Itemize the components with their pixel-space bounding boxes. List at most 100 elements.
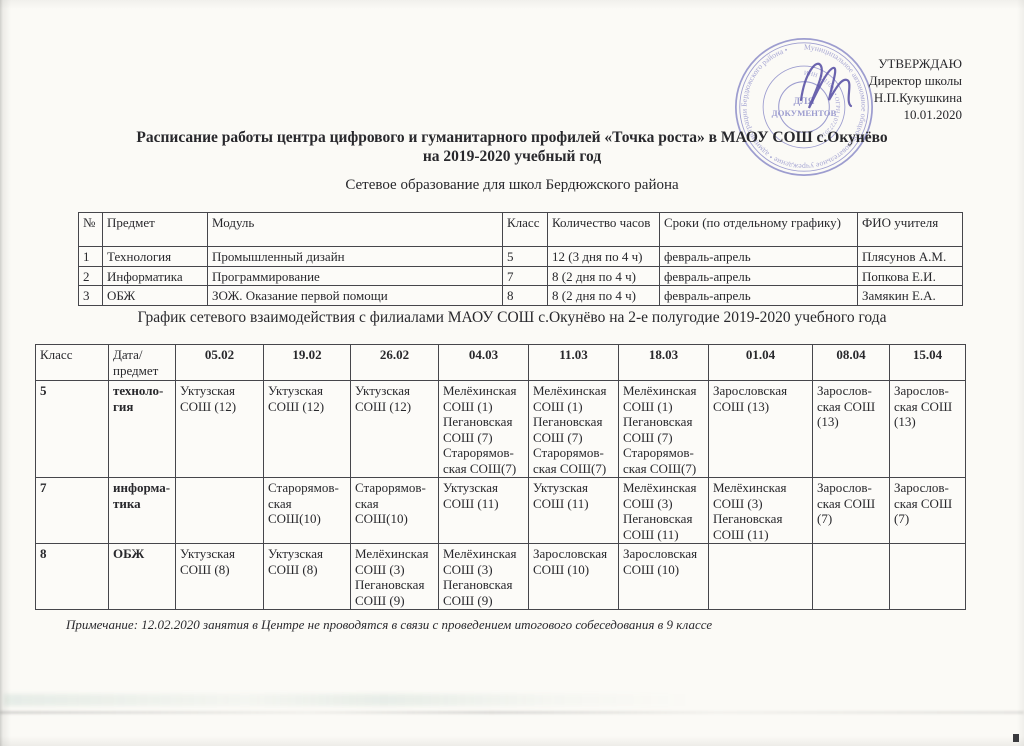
schedule-column-header: Предмет bbox=[102, 212, 208, 247]
schedule-column-header: Класс bbox=[502, 212, 548, 247]
grid-class-cell: 8 bbox=[35, 543, 109, 610]
approval-line: УТВЕРЖДАЮ bbox=[878, 56, 962, 71]
schedule-cell: февраль-апрель bbox=[659, 265, 858, 286]
grid-subject-cell: техноло-гия bbox=[108, 380, 176, 478]
schedule-cell: 3 bbox=[78, 285, 103, 306]
grid-column-header: 19.02 bbox=[263, 344, 351, 381]
grid-column-header: 15.04 bbox=[889, 344, 966, 381]
grid-subject-cell: ОБЖ bbox=[108, 543, 176, 610]
scan-corner-speck bbox=[1013, 734, 1019, 742]
schedule-column-header: Модуль bbox=[207, 212, 503, 247]
document-title-line2: на 2019-2020 учебный год bbox=[422, 148, 602, 165]
grid-cell bbox=[812, 543, 890, 610]
grid-column-header: 05.02 bbox=[175, 344, 264, 381]
grid-class-cell: 5 bbox=[35, 380, 109, 478]
grid-cell: Уктузская СОШ (11) bbox=[528, 477, 619, 544]
footnote: Примечание: 12.02.2020 занятия в Центре … bbox=[66, 617, 713, 632]
grid-subject-cell: информа-тика bbox=[108, 477, 176, 544]
schedule-table-header: № Предмет Модуль Класс Количество часов Сроки… bbox=[78, 212, 963, 247]
grid-column-header: Дата/ предмет bbox=[108, 344, 176, 381]
schedule-cell: февраль-апрель bbox=[659, 285, 858, 306]
grid-column-header: 18.03 bbox=[618, 344, 709, 381]
schedule-cell: ОБЖ bbox=[102, 285, 208, 306]
grid-column-header: 01.04 bbox=[708, 344, 813, 381]
grid-column-header: 04.03 bbox=[438, 344, 529, 381]
schedule-cell: Программирование bbox=[207, 265, 503, 286]
schedule-column-header: Сроки (по отдельному графику) bbox=[659, 212, 858, 247]
grid-cell: Уктузская СОШ (11) bbox=[438, 477, 529, 544]
schedule-column-header: ФИО учителя bbox=[857, 212, 963, 247]
schedule-table: № Предмет Модуль Класс Количество часов Сроки… bbox=[78, 212, 963, 306]
schedule-column-header: № bbox=[78, 212, 103, 247]
stamp-center-line1: ДЛЯ bbox=[794, 96, 815, 107]
grid-cell: Зарословская СОШ (13) bbox=[708, 380, 813, 478]
schedule-cell: 12 (3 дня по 4 ч) bbox=[547, 246, 660, 267]
grid-column-header: 08.04 bbox=[812, 344, 890, 381]
grid-cell bbox=[175, 477, 264, 544]
grid-cell: Мелёхинская СОШ (1) Пегановская СОШ (7) … bbox=[618, 380, 709, 478]
schedule-cell: 5 bbox=[502, 246, 548, 267]
schedule-cell: 8 (2 дня по 4 ч) bbox=[547, 285, 660, 306]
grid-table-row: 8 ОБЖ Уктузская СОШ (8) Уктузская СОШ (8) Ме… bbox=[35, 543, 966, 610]
grid-cell: Мелёхинская СОШ (3) Пегановская СОШ (9) bbox=[350, 543, 439, 610]
document-subtitle: Сетевое образование для школ Бердюжского… bbox=[345, 177, 679, 193]
schedule-cell: 2 bbox=[78, 265, 103, 286]
grid-cell: Мелёхинская СОШ (3) Пегановская СОШ (11) bbox=[618, 477, 709, 544]
network-grid-table: Класс Дата/ предмет 05.02 19.02 26.02 04.03 11… bbox=[35, 344, 966, 610]
grid-cell: Мелёхинская СОШ (1) Пегановская СОШ (7) … bbox=[438, 380, 529, 478]
schedule-column-header: Количество часов bbox=[547, 212, 660, 247]
grid-cell: Старорямов-ская СОШ(10) bbox=[350, 477, 439, 544]
grid-cell bbox=[889, 543, 966, 610]
schedule-cell: Замякин Е.А. bbox=[857, 285, 963, 306]
grid-cell: Старорямов-ская СОШ(10) bbox=[263, 477, 351, 544]
grid-cell: Уктузская СОШ (12) bbox=[350, 380, 439, 478]
schedule-cell: Плясунов А.М. bbox=[857, 246, 963, 267]
document-title: Расписание работы центра цифрового и гум… bbox=[0, 128, 1024, 166]
stamp-center-line2: ДОКУМЕНТОВ bbox=[772, 108, 837, 118]
grid-column-header: Класс bbox=[35, 344, 109, 381]
schedule-cell: 8 (2 дня по 4 ч) bbox=[547, 265, 660, 286]
schedule-cell: Промышленный дизайн bbox=[207, 246, 503, 267]
grid-cell: Мелёхинская СОШ (1) Пегановская СОШ (7) … bbox=[528, 380, 619, 478]
grid-cell: Зарослов-ская СОШ (7) bbox=[812, 477, 890, 544]
approval-line: 10.01.2020 bbox=[903, 107, 963, 122]
grid-cell: Уктузская СОШ (12) bbox=[175, 380, 264, 478]
document-title-line1: Расписание работы центра цифрового и гум… bbox=[136, 129, 888, 146]
grid-table-row: 7 информа-тика Старорямов-ская СОШ(10) Стар… bbox=[35, 477, 966, 544]
grid-cell: Зарослов-ская СОШ (13) bbox=[812, 380, 890, 478]
approval-line: Директор школы bbox=[868, 73, 962, 88]
approval-block: УТВЕРЖДАЮ Директор школы Н.П.Кукушкина 1… bbox=[869, 55, 962, 123]
grid-cell: Зарослов-ская СОШ (7) bbox=[889, 477, 966, 544]
grid-title: График сетевого взаимодействия с филиала… bbox=[137, 309, 887, 326]
schedule-cell: ЗОЖ. Оказание первой помощи bbox=[207, 285, 503, 306]
scan-crease-line bbox=[0, 711, 1024, 714]
approval-line: Н.П.Кукушкина bbox=[873, 90, 962, 105]
grid-cell: Уктузская СОШ (12) bbox=[263, 380, 351, 478]
schedule-cell: Технология bbox=[102, 246, 208, 267]
schedule-cell: Информатика bbox=[102, 265, 208, 286]
grid-cell: Уктузская СОШ (8) bbox=[263, 543, 351, 610]
schedule-table-row: 1 Технология Промышленный дизайн 5 12 (3 дня… bbox=[78, 246, 963, 267]
grid-table-row: 5 техноло-гия Уктузская СОШ (12) Уктузская … bbox=[35, 380, 966, 478]
schedule-cell: 7 bbox=[502, 265, 548, 286]
grid-cell: Уктузская СОШ (8) bbox=[175, 543, 264, 610]
scan-bleedthrough-artifact bbox=[4, 694, 694, 706]
grid-cell: Мелёхинская СОШ (3) Пегановская СОШ (11) bbox=[708, 477, 813, 544]
schedule-table-row: 3 ОБЖ ЗОЖ. Оказание первой помощи 8 8 (2 дня… bbox=[78, 285, 963, 306]
schedule-table-row: 2 Информатика Программирование 7 8 (2 дня по… bbox=[78, 265, 963, 286]
school-stamp-icon: Муниципальное автономное общеобразовател… bbox=[734, 37, 874, 177]
grid-cell: Зарослов-ская СОШ (13) bbox=[889, 380, 966, 478]
schedule-cell: 1 bbox=[78, 246, 103, 267]
grid-column-header: 11.03 bbox=[528, 344, 619, 381]
schedule-cell: февраль-апрель bbox=[659, 246, 858, 267]
schedule-cell: 8 bbox=[502, 285, 548, 306]
director-signature-icon bbox=[799, 62, 853, 109]
grid-class-cell: 7 bbox=[35, 477, 109, 544]
schedule-cell: Попкова Е.И. bbox=[857, 265, 963, 286]
grid-column-header: 26.02 bbox=[350, 344, 439, 381]
grid-cell: Зарословская СОШ (10) bbox=[618, 543, 709, 610]
grid-cell: Зарословская СОШ (10) bbox=[528, 543, 619, 610]
grid-cell bbox=[708, 543, 813, 610]
grid-cell: Мелёхинская СОШ (3) Пегановская СОШ (9) bbox=[438, 543, 529, 610]
